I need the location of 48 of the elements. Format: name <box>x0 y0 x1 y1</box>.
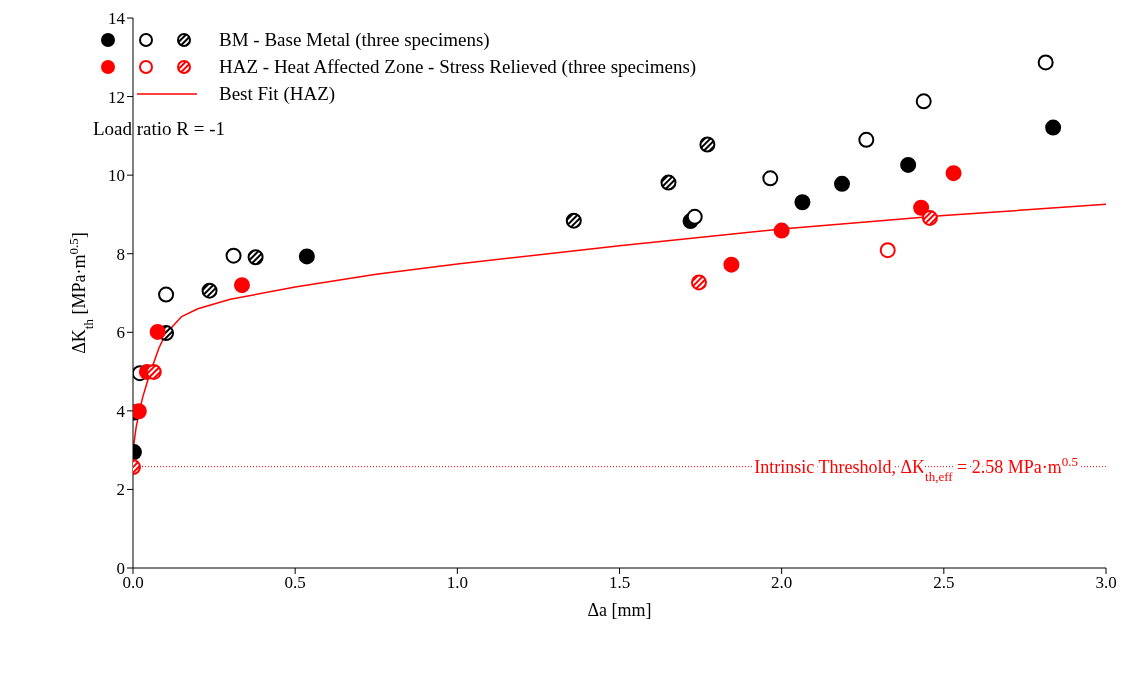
x-axis-title: Δa [mm] <box>587 600 652 620</box>
annotation: Load ratio R = -1 <box>93 117 227 141</box>
point <box>1045 119 1062 136</box>
legend-label: Best Fit (HAZ) <box>219 82 336 106</box>
point <box>225 247 242 264</box>
point <box>762 170 779 187</box>
y-tick-label: 10 <box>108 166 125 186</box>
point <box>773 222 790 239</box>
point <box>900 156 917 173</box>
y-tick-label: 4 <box>116 401 126 421</box>
x-tick-label: 0.0 <box>122 573 144 593</box>
point <box>913 199 930 216</box>
point <box>945 165 962 182</box>
point <box>699 136 716 153</box>
x-tick-label: 1.0 <box>446 573 468 593</box>
x-tick-label: 2.5 <box>933 573 955 593</box>
point <box>858 131 875 148</box>
point <box>298 248 315 265</box>
point <box>145 363 162 380</box>
point <box>879 242 896 259</box>
point <box>158 286 175 303</box>
point <box>201 282 218 299</box>
x-tick-label: 1.5 <box>608 573 631 593</box>
x-tick-label: 0.5 <box>284 573 306 593</box>
point <box>149 323 166 340</box>
y-tick-label: 6 <box>116 323 125 343</box>
y-tick-label: 14 <box>108 9 126 29</box>
point <box>921 209 938 226</box>
legend-label: BM - Base Metal (three specimens) <box>219 28 490 52</box>
point <box>565 212 582 229</box>
point <box>794 194 811 211</box>
point <box>247 249 264 266</box>
legend-label: HAZ - Heat Affected Zone - Stress Relieved (three specimens) <box>219 55 697 79</box>
ref-line-label: Intrinsic Threshold, ΔK$_{th,eff}$ = 2.58 MPa·m$^{0.5}$ <box>754 453 1078 484</box>
point <box>686 208 703 225</box>
point <box>723 256 740 273</box>
point <box>690 274 707 291</box>
point <box>833 175 850 192</box>
point <box>1037 54 1054 71</box>
point <box>915 93 932 110</box>
y-tick-label: 0 <box>116 559 125 579</box>
y-tick-label: 2 <box>116 480 125 500</box>
x-tick-label: 2.0 <box>771 573 793 593</box>
y-tick-label: 8 <box>116 244 125 264</box>
point <box>233 277 250 294</box>
y-tick-label: 12 <box>108 87 125 107</box>
point <box>660 174 677 191</box>
x-tick-label: 3.0 <box>1095 573 1117 593</box>
